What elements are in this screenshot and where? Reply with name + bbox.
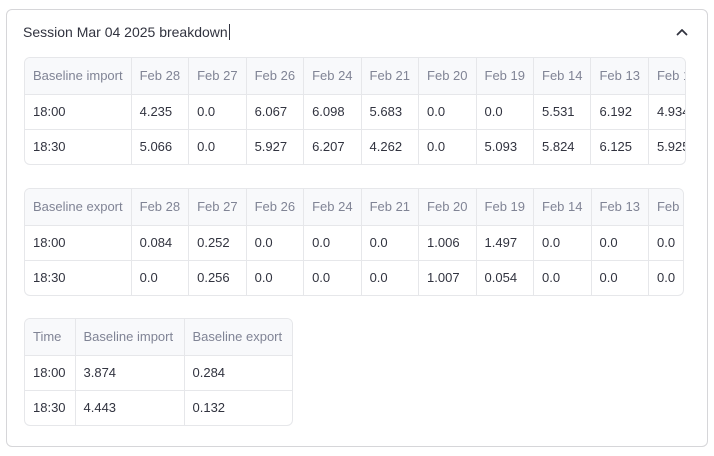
table-cell: 4.262 — [361, 129, 420, 164]
table-cell: 5.683 — [361, 94, 420, 130]
table-cell: 0.0 — [418, 129, 477, 164]
baseline-import-table[interactable]: Baseline import Feb 28 Feb 27 Feb 26 Feb 24 F… — [24, 57, 686, 165]
table-cell: 0.0 — [303, 260, 362, 295]
row-label-cell: 18:30 — [25, 260, 132, 295]
column-header-cell: Feb 26 — [246, 189, 305, 226]
column-header-cell: Baseline import — [75, 319, 185, 356]
table-cell: 4.934 — [648, 94, 685, 130]
table-cell: 1.497 — [476, 225, 535, 261]
table-cell: 5.927 — [246, 129, 305, 164]
expander-header[interactable]: Session Mar 04 2025 breakdown — [7, 10, 707, 56]
table-header-row: Baseline import Feb 28 Feb 27 Feb 26 Feb 24 F… — [25, 58, 685, 95]
table-cell: 18:30 — [25, 390, 76, 425]
column-header-cell: Feb 13 — [590, 58, 649, 95]
column-header-cell: Feb 11 — [648, 189, 683, 226]
table-cell: 5.925 — [656, 139, 685, 155]
text-caret — [228, 24, 230, 40]
table-cell: 0.252 — [188, 225, 247, 261]
column-header-cell: Feb 26 — [246, 58, 305, 95]
table-cell: 0.0 — [188, 129, 247, 164]
column-header-cell: Feb 24 — [303, 189, 362, 226]
table-cell: 0.284 — [184, 355, 292, 391]
table-cell: 0.132 — [192, 400, 226, 416]
row-header-cell: Baseline export — [25, 189, 132, 226]
column-header-cell: Baseline export — [184, 319, 292, 356]
column-header-cell: Feb 24 — [303, 58, 362, 95]
table-cell: 0.0 — [656, 270, 676, 286]
column-header-cell: Feb 20 — [418, 58, 477, 95]
column-header-cell: Feb 13 — [591, 189, 649, 226]
column-header-cell: Feb 28 — [131, 58, 190, 95]
table-row: 18:30 0.0 0.256 0.0 0.0 0.0 1.007 0.054 0.0 0.0 0.… — [25, 260, 683, 295]
table-cell: 5.066 — [131, 129, 190, 164]
column-header-cell: Feb 19 — [476, 58, 535, 95]
table-cell: 0.0 — [131, 260, 190, 295]
table-cell: 6.207 — [303, 129, 362, 164]
column-header-cell: Feb 14 — [533, 189, 592, 226]
table-cell: 0.0 — [533, 260, 592, 295]
table-cell: 6.098 — [303, 94, 362, 130]
row-label-cell: 18:30 — [25, 129, 132, 164]
table-cell: 5.824 — [533, 129, 592, 164]
table-cell: 0.0 — [361, 225, 420, 261]
column-header-cell: Feb 21 — [361, 189, 420, 226]
table-cell: 0.0 — [591, 260, 649, 295]
table-row: 18:00 0.084 0.252 0.0 0.0 0.0 1.006 1.497 0.0 0.0… — [25, 225, 683, 261]
table-cell: 0.0 — [591, 225, 649, 261]
expander-title: Session Mar 04 2025 breakdown — [23, 24, 230, 40]
column-header-cell: Feb 27 — [188, 189, 247, 226]
column-header-cell: Feb 28 — [131, 189, 190, 226]
table-cell: 3.874 — [75, 355, 185, 391]
table-cell: 0.054 — [476, 260, 535, 295]
table-cell: 0.084 — [131, 225, 190, 261]
table-cell: 6.067 — [246, 94, 305, 130]
table-cell: 6.192 — [590, 94, 649, 130]
table-cell: 0.0 — [246, 260, 305, 295]
column-header-cell: Feb 27 — [188, 58, 247, 95]
table-row: 18:30 5.066 0.0 5.927 6.207 4.262 0.0 5.093 5.82… — [25, 129, 685, 164]
table-header-row: Time Baseline import Baseline export — [25, 319, 292, 356]
row-label-cell: 18:00 — [25, 225, 132, 261]
column-header-cell: Feb 19 — [476, 189, 535, 226]
table-cell: 5.531 — [533, 94, 592, 130]
table-cell: 18:00 — [25, 355, 76, 391]
table-cell: 1.006 — [418, 225, 477, 261]
table-cell: 0.0 — [533, 225, 592, 261]
table-cell: 5.093 — [476, 129, 535, 164]
table-cell: 0.0 — [246, 225, 305, 261]
chevron-up-icon[interactable] — [675, 25, 689, 39]
table-header-row: Baseline export Feb 28 Feb 27 Feb 26 Feb 24 F… — [25, 189, 683, 226]
table-row: 18:30 4.443 0.132 — [25, 390, 292, 425]
table-cell: 1.007 — [418, 260, 477, 295]
table-cell: 6.125 — [590, 129, 649, 164]
column-header-cell: Time — [25, 319, 76, 356]
row-label-cell: 18:00 — [25, 94, 132, 130]
table-cell: 0.0 — [648, 225, 683, 261]
table-cell: 0.0 — [476, 94, 535, 130]
session-expander: Session Mar 04 2025 breakdown Baseline i… — [6, 9, 708, 447]
table-cell: 4.235 — [131, 94, 190, 130]
table-cell: 0.0 — [361, 260, 420, 295]
column-header-cell: Feb 14 — [533, 58, 592, 95]
table-cell: 0.0 — [418, 94, 477, 130]
column-header-cell: Feb 11 — [648, 58, 685, 95]
table-row: 18:00 3.874 0.284 — [25, 355, 292, 391]
table-cell: 4.443 — [75, 390, 185, 425]
table-row: 18:00 4.235 0.0 6.067 6.098 5.683 0.0 0.0 5.531 6… — [25, 94, 685, 130]
table-cell: 0.0 — [303, 225, 362, 261]
row-header-cell: Baseline import — [25, 58, 132, 95]
table-cell: 0.0 — [188, 94, 247, 130]
column-header-cell: Feb 21 — [361, 58, 420, 95]
baseline-export-table[interactable]: Baseline export Feb 28 Feb 27 Feb 26 Feb 24 F… — [24, 188, 684, 296]
column-header-cell: Feb 20 — [418, 189, 477, 226]
summary-table[interactable]: Time Baseline import Baseline export 18:00… — [24, 318, 293, 426]
table-cell: 0.256 — [188, 260, 247, 295]
